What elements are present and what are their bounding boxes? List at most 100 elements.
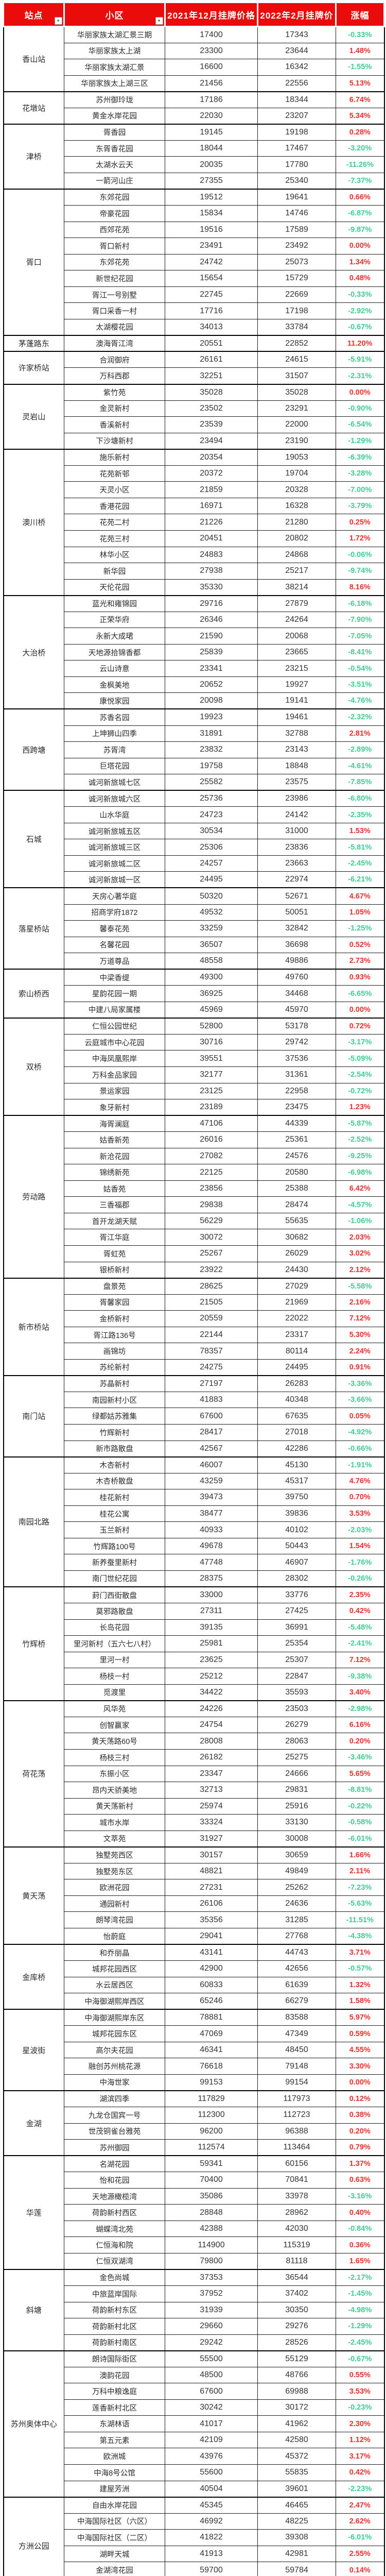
price-feb-2022-cell: 99154 (257, 2074, 336, 2091)
price-feb-2022-cell: 55635 (257, 1212, 336, 1230)
community-cell: 名湖花园 (64, 2155, 165, 2173)
price-dec-2021-cell: 49532 (165, 904, 258, 921)
station-cell: 华莲 (3, 2155, 64, 2270)
filter-dropdown-icon[interactable]: ▾ (155, 17, 163, 25)
price-dec-2021-cell: 24257 (165, 855, 258, 872)
change-cell: -6.80% (336, 790, 384, 807)
price-feb-2022-cell: 69988 (257, 2383, 336, 2400)
change-cell: 0.12% (336, 2090, 384, 2107)
change-cell: 2.35% (336, 1586, 384, 1604)
change-cell: 0.20% (336, 1733, 384, 1750)
price-feb-2022-cell: 17589 (257, 221, 336, 239)
community-cell: 象牙新村 (64, 1099, 165, 1116)
price-dec-2021-cell: 25212 (165, 1668, 258, 1685)
community-cell: 天地源拾锦香都 (64, 643, 165, 661)
community-cell: 胥江路136号 (64, 1326, 165, 1344)
price-dec-2021-cell: 16971 (165, 497, 258, 515)
change-cell: -0.90% (336, 400, 384, 417)
table-row: 万科金品家园 32177 31361 -2.54% (4, 1066, 384, 1083)
table-row: 独墅苑东区 48821 49849 2.11% (4, 1862, 384, 1880)
price-dec-2021-cell: 23341 (165, 660, 258, 677)
table-row: 香港花园 16971 16328 -3.79% (4, 497, 384, 515)
price-dec-2021-cell: 23491 (165, 238, 258, 255)
price-feb-2022-cell: 17467 (257, 140, 336, 157)
price-feb-2022-cell: 30682 (257, 1229, 336, 1246)
community-cell: 华丽家族太湖汇景 (64, 59, 165, 76)
table-row: 怡和花园 70400 70841 0.63% (4, 2172, 384, 2189)
table-row: 金灵新村 23502 23291 -0.90% (4, 400, 384, 417)
price-feb-2022-cell: 19053 (257, 448, 336, 466)
community-cell: 新华园 (64, 563, 165, 580)
community-cell: 中旅蓝岸国际 (64, 2285, 165, 2302)
community-cell: 荷韵新村南区 (64, 2334, 165, 2351)
community-cell: 和乔丽晶 (64, 1944, 165, 1961)
table-row: 一箭河山庄 27355 25340 -7.37% (4, 172, 384, 190)
price-feb-2022-cell: 45130 (257, 1456, 336, 1473)
change-cell: 4.55% (336, 2041, 384, 2059)
price-dec-2021-cell: 32713 (165, 1782, 258, 1799)
price-feb-2022-cell: 39601 (257, 2480, 336, 2498)
change-cell: 0.91% (336, 1359, 384, 1376)
price-dec-2021-cell: 29716 (165, 595, 258, 612)
price-dec-2021-cell: 96200 (165, 2123, 258, 2140)
price-dec-2021-cell: 41017 (165, 2415, 258, 2432)
table-row: 胥口采香一村 17716 17198 -2.92% (4, 302, 384, 319)
price-feb-2022-cell: 66279 (257, 1993, 336, 2010)
table-row: 桂花新村 39473 39750 0.70% (4, 1489, 384, 1506)
change-cell: -4.98% (336, 2301, 384, 2319)
price-dec-2021-cell: 48821 (165, 1862, 258, 1880)
price-dec-2021-cell: 25306 (165, 839, 258, 856)
listing-price-table: 站点 ▾ 小区 ▾ 2021年12月挂牌价格 2022年2月挂牌价 涨幅 香山站… (3, 2, 385, 2576)
price-feb-2022-cell: 33776 (257, 1586, 336, 1604)
price-dec-2021-cell: 24275 (165, 1359, 258, 1376)
community-cell: 诚河新旅城六区 (64, 790, 165, 807)
price-feb-2022-cell: 17198 (257, 302, 336, 319)
price-dec-2021-cell: 39473 (165, 1489, 258, 1506)
table-row: 荷韵新村南区 29242 28526 -2.45% (4, 2334, 384, 2351)
price-feb-2022-cell: 20328 (257, 481, 336, 498)
station-cell: 新市桥站 (3, 1277, 64, 1376)
price-feb-2022-cell: 35593 (257, 1684, 336, 1701)
price-dec-2021-cell: 42388 (165, 2220, 258, 2238)
price-feb-2022-cell: 40348 (257, 1391, 336, 1409)
price-feb-2022-cell: 37402 (257, 2285, 336, 2302)
change-cell: -2.52% (336, 1131, 384, 1148)
filter-dropdown-icon[interactable]: ▾ (55, 17, 62, 25)
price-feb-2022-cell: 31000 (257, 822, 336, 840)
price-dec-2021-cell: 47106 (165, 1115, 258, 1132)
table-row: 荷韵新村东区 31939 30350 -4.98% (4, 2301, 384, 2319)
price-feb-2022-cell: 48450 (257, 2041, 336, 2059)
price-feb-2022-cell: 38214 (257, 579, 336, 596)
community-cell: 独墅苑东区 (64, 1862, 165, 1880)
table-row: 木杏桥散盘 43259 45317 4.76% (4, 1472, 384, 1490)
price-dec-2021-cell: 23125 (165, 1082, 258, 1100)
community-cell: 桂花公寓 (64, 1505, 165, 1522)
change-cell: -9.87% (336, 221, 384, 239)
price-dec-2021-cell: 49300 (165, 969, 258, 986)
community-cell: 欧洲城 (64, 2448, 165, 2465)
price-feb-2022-cell: 48766 (257, 2366, 336, 2384)
community-cell: 怡蔚庭 (64, 1927, 165, 1945)
price-dec-2021-cell: 36925 (165, 985, 258, 1002)
table-row: 永新大成珺 21590 20068 -7.05% (4, 628, 384, 645)
price-feb-2022-cell: 39750 (257, 1489, 336, 1506)
price-feb-2022-cell: 16342 (257, 59, 336, 76)
price-dec-2021-cell: 35356 (165, 1911, 258, 1928)
price-feb-2022-cell: 14746 (257, 205, 336, 222)
price-dec-2021-cell: 28625 (165, 1277, 258, 1295)
price-dec-2021-cell: 67600 (165, 1408, 258, 1425)
community-cell: 山水华庭 (64, 806, 165, 823)
price-dec-2021-cell: 30716 (165, 1033, 258, 1051)
community-cell: 苏晶新村 (64, 1375, 165, 1392)
price-dec-2021-cell: 43976 (165, 2448, 258, 2465)
price-dec-2021-cell: 41822 (165, 2529, 258, 2546)
price-dec-2021-cell: 29242 (165, 2334, 258, 2351)
price-feb-2022-cell: 22852 (257, 334, 336, 352)
table-row: 融创苏州桃花源 76618 79148 3.30% (4, 2058, 384, 2075)
change-cell: -7.90% (336, 611, 384, 629)
community-cell: 朗琴湾花园 (64, 1911, 165, 1928)
community-cell: 胥江华庭 (64, 1229, 165, 1246)
change-cell: -2.41% (336, 1635, 384, 1652)
price-dec-2021-cell: 18044 (165, 140, 258, 157)
change-cell: -3.51% (336, 676, 384, 693)
